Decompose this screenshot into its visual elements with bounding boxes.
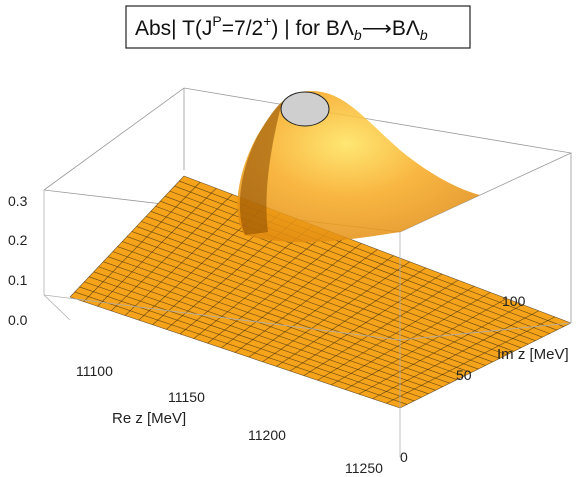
title-frame — [125, 5, 471, 49]
title-sub-b2: b — [420, 27, 428, 43]
x-axis-label: Re z [MeV] — [112, 410, 186, 427]
mesh-line-re — [399, 322, 572, 409]
peak-clip-cap — [280, 91, 330, 127]
front-box — [43, 190, 572, 457]
peak — [237, 90, 480, 243]
mesh-line-re — [358, 304, 523, 395]
x-tick-label: 11200 — [248, 427, 286, 443]
y-tick-label: 50 — [456, 367, 472, 383]
surface — [70, 176, 571, 408]
y-axis-ticks: 0 50 100 — [400, 293, 526, 465]
y-tick-label: 0 — [400, 449, 408, 465]
z-tick-label: 0.2 — [8, 232, 28, 248]
mesh-line-re — [386, 316, 556, 404]
z-tick-label: 0.3 — [8, 193, 28, 209]
x-tick-label: 11100 — [76, 363, 113, 379]
z-axis-ticks: 0.0 0.1 0.2 0.3 — [8, 193, 28, 328]
mesh-line-im — [164, 195, 543, 338]
mesh-lines — [69, 175, 572, 409]
title-prefix: Abs| T(J — [135, 17, 212, 40]
z-tick-label: 0.1 — [8, 272, 28, 288]
title-sup-plus: + — [263, 13, 271, 29]
title-sub-b: b — [354, 27, 362, 43]
x-tick-label: 11150 — [168, 389, 205, 405]
title-text: Abs| T(JP=7/2+) | for BΛb⟶BΛb — [135, 13, 428, 43]
peak-body — [237, 90, 480, 243]
mesh-line-im — [169, 190, 550, 334]
x-axis-ticks: 11100 11150 11200 11250 — [76, 363, 383, 476]
y-tick-label: 100 — [502, 293, 526, 309]
chart-title: Abs| T(JP=7/2+) | for BΛb⟶BΛb — [125, 5, 471, 49]
surface-floor — [70, 176, 571, 408]
x-tick-label: 11250 — [345, 460, 383, 476]
title-middle: =7/2 — [222, 17, 263, 40]
peak-shadow — [239, 102, 282, 235]
title-arrow: ⟶BΛ — [362, 17, 420, 40]
z-tick-label: 0.0 — [8, 312, 28, 328]
title-sup-p: P — [212, 13, 221, 29]
title-suffix: ) | for BΛ — [271, 17, 354, 40]
y-axis-label: Im z [MeV] — [497, 346, 569, 363]
